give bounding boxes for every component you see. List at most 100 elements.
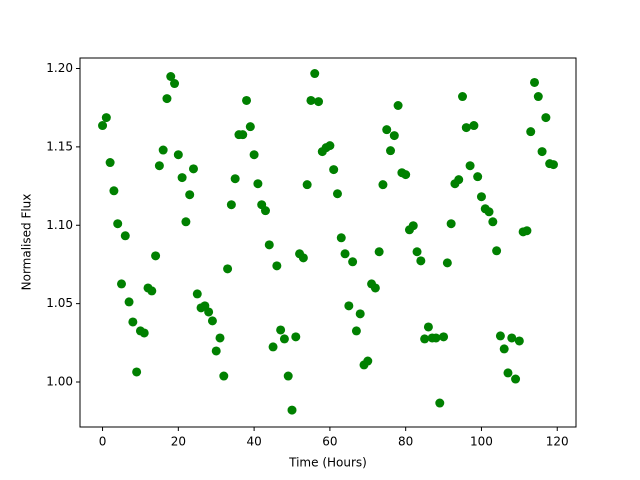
point <box>541 113 551 123</box>
point <box>423 322 433 332</box>
point <box>393 100 403 110</box>
point <box>306 95 316 105</box>
point <box>223 264 233 274</box>
y-tick-label: 1.15 <box>46 139 73 153</box>
point <box>238 130 248 140</box>
point <box>268 342 278 352</box>
point <box>310 69 320 79</box>
point <box>484 207 494 217</box>
point <box>332 189 342 199</box>
point <box>120 231 130 241</box>
x-tick-label: 80 <box>398 435 413 449</box>
point <box>185 190 195 200</box>
point <box>177 173 187 183</box>
point <box>215 333 225 343</box>
point <box>291 332 301 342</box>
point <box>113 219 123 229</box>
point <box>458 92 468 102</box>
point <box>298 253 308 263</box>
y-tick-label: 1.05 <box>46 296 73 310</box>
point <box>522 226 532 236</box>
point <box>363 356 373 366</box>
x-tick-label: 60 <box>322 435 337 449</box>
point <box>488 217 498 227</box>
point <box>401 170 411 180</box>
point <box>242 95 252 105</box>
point <box>154 161 164 171</box>
point <box>162 94 172 104</box>
y-axis-label: Normalised Flux <box>20 194 34 291</box>
point <box>348 257 358 267</box>
point <box>492 246 502 256</box>
point <box>370 283 380 293</box>
point <box>151 251 161 261</box>
point <box>245 122 255 132</box>
point <box>181 217 191 227</box>
point <box>355 309 365 319</box>
point <box>283 371 293 381</box>
point <box>207 316 217 326</box>
point <box>109 186 119 196</box>
point <box>173 150 183 160</box>
point <box>530 77 540 87</box>
point <box>533 92 543 102</box>
point <box>230 174 240 184</box>
y-tick-label: 1.00 <box>46 375 73 389</box>
point <box>537 147 547 157</box>
point <box>420 334 430 344</box>
point <box>98 121 108 131</box>
point <box>279 334 289 344</box>
point <box>260 206 270 216</box>
point <box>264 240 274 250</box>
point <box>344 301 354 311</box>
x-tick-label: 120 <box>546 435 569 449</box>
point <box>101 113 111 123</box>
point <box>287 405 297 415</box>
point <box>329 165 339 175</box>
point <box>499 344 509 354</box>
point <box>249 150 259 160</box>
point <box>166 71 176 81</box>
point <box>473 172 483 182</box>
point <box>389 131 399 141</box>
point <box>442 258 452 268</box>
x-tick-label: 20 <box>171 435 186 449</box>
point <box>226 200 236 210</box>
point <box>503 368 513 378</box>
point <box>302 180 312 190</box>
point <box>211 346 221 356</box>
x-axis-label: Time (Hours) <box>288 456 367 470</box>
point <box>192 289 202 299</box>
point <box>204 307 214 317</box>
plot-frame <box>79 57 577 428</box>
point <box>272 261 282 271</box>
point <box>158 145 168 155</box>
point <box>495 331 505 341</box>
point <box>253 179 263 189</box>
point <box>465 161 475 171</box>
point <box>526 127 536 137</box>
point <box>276 325 286 335</box>
point <box>105 158 115 168</box>
point <box>325 141 335 151</box>
point <box>147 286 157 296</box>
point <box>548 160 558 170</box>
point <box>435 398 445 408</box>
point <box>507 333 517 343</box>
point <box>340 249 350 259</box>
point <box>336 233 346 243</box>
y-tick-label: 1.10 <box>46 218 73 232</box>
point <box>351 326 361 336</box>
point <box>514 336 524 346</box>
point <box>511 374 521 384</box>
point <box>386 146 396 156</box>
point <box>378 180 388 190</box>
point <box>431 333 441 343</box>
point <box>170 79 180 89</box>
point <box>382 125 392 135</box>
x-tick-label: 100 <box>470 435 493 449</box>
point <box>219 371 229 381</box>
point <box>116 279 126 289</box>
x-tick-label: 40 <box>246 435 261 449</box>
